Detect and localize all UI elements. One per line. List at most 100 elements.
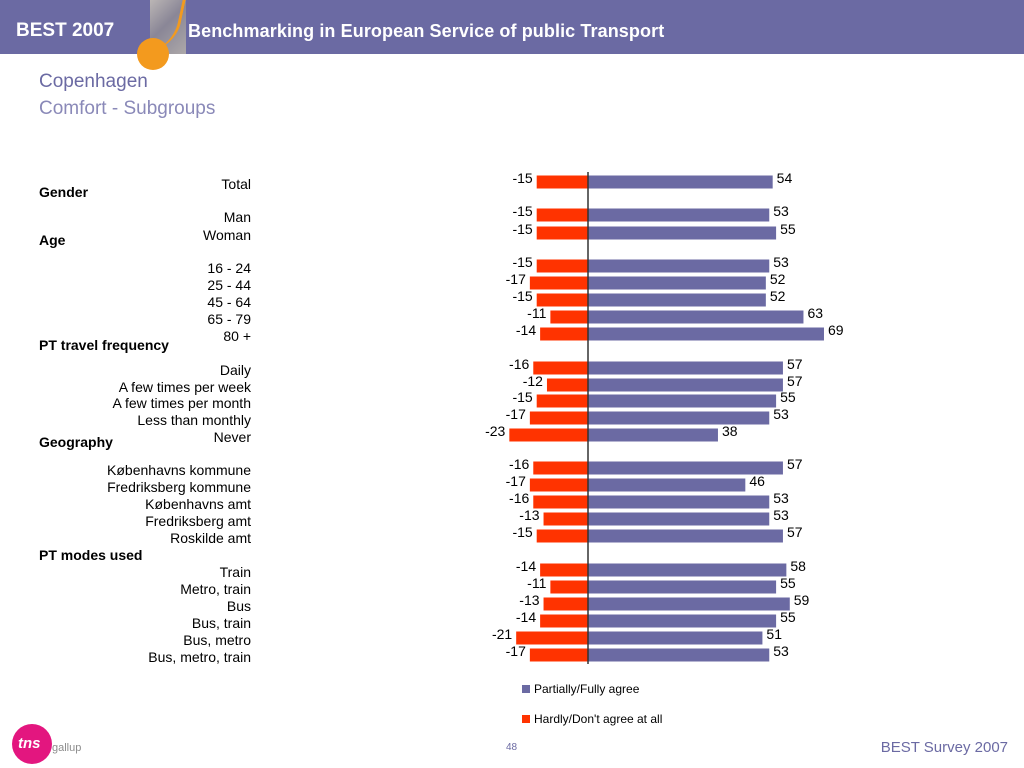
data-label-disagree: -15 <box>512 170 532 186</box>
bar-disagree <box>529 411 588 425</box>
data-label-agree: 53 <box>773 643 789 659</box>
bar-agree <box>588 175 773 189</box>
data-label-agree: 63 <box>807 305 823 321</box>
data-label-agree: 53 <box>773 507 789 523</box>
legend-label-agree: Partially/Fully agree <box>534 682 640 696</box>
category-label: 45 - 64 <box>207 294 251 310</box>
bar-disagree <box>533 461 588 475</box>
bar-agree <box>588 631 763 645</box>
data-label-agree: 59 <box>794 592 810 608</box>
data-label-disagree: -16 <box>509 456 529 472</box>
data-label-disagree: -13 <box>519 507 539 523</box>
data-label-disagree: -23 <box>485 423 505 439</box>
bar-agree <box>588 614 777 628</box>
category-label: Metro, train <box>180 581 251 597</box>
bar-agree <box>588 495 770 509</box>
data-label-disagree: -15 <box>512 203 532 219</box>
bar-disagree <box>540 327 588 341</box>
data-label-agree: 52 <box>770 288 786 304</box>
data-label-disagree: -12 <box>523 373 543 389</box>
data-label-agree: 53 <box>773 490 789 506</box>
page-number: 48 <box>506 742 518 753</box>
bar-agree <box>588 208 770 222</box>
footer-text: BEST Survey 2007 <box>880 739 1008 756</box>
bar-disagree <box>536 226 588 240</box>
legend-label-disagree: Hardly/Don't agree at all <box>534 712 662 726</box>
orange-dot-icon <box>137 38 169 70</box>
bar-disagree <box>546 378 588 392</box>
category-label: Woman <box>203 227 251 243</box>
bar-agree <box>588 310 804 324</box>
category-label: Roskilde amt <box>170 530 251 546</box>
data-label-disagree: -14 <box>516 609 536 625</box>
data-label-agree: 52 <box>770 271 786 287</box>
bar-disagree <box>536 394 588 408</box>
data-label-agree: 57 <box>787 373 803 389</box>
bar-agree <box>588 259 770 273</box>
data-label-agree: 53 <box>773 203 789 219</box>
data-label-agree: 55 <box>780 575 796 591</box>
data-label-disagree: -17 <box>506 406 526 422</box>
category-label: Københavns amt <box>145 496 251 512</box>
category-label: Københavns kommune <box>107 462 251 478</box>
bar-agree <box>588 597 790 611</box>
bar-agree <box>588 361 783 375</box>
bar-disagree <box>543 597 588 611</box>
bar-disagree <box>536 529 588 543</box>
data-label-disagree: -16 <box>509 356 529 372</box>
bar-disagree <box>536 175 588 189</box>
data-label-agree: 51 <box>766 626 782 642</box>
category-label: Man <box>224 209 251 225</box>
data-label-disagree: -13 <box>519 592 539 608</box>
bar-agree <box>588 512 770 526</box>
data-label-disagree: -15 <box>512 389 532 405</box>
data-label-agree: 55 <box>780 221 796 237</box>
data-label-disagree: -15 <box>512 288 532 304</box>
bar-agree <box>588 478 746 492</box>
data-label-agree: 57 <box>787 524 803 540</box>
legend-swatch-disagree <box>522 715 530 723</box>
category-label: Less than monthly <box>137 412 251 428</box>
data-label-agree: 57 <box>787 456 803 472</box>
data-label-agree: 46 <box>749 473 765 489</box>
data-label-disagree: -15 <box>512 254 532 270</box>
bar-disagree <box>550 580 588 594</box>
bar-disagree <box>529 478 588 492</box>
bar-agree <box>588 411 770 425</box>
category-label: 25 - 44 <box>207 277 251 293</box>
bar-disagree <box>529 276 588 290</box>
bar-agree <box>588 378 783 392</box>
banner-title: Benchmarking in European Service of publ… <box>188 21 665 41</box>
bar-disagree <box>550 310 588 324</box>
bar-agree <box>588 293 766 307</box>
logo-mark: tns <box>18 735 41 752</box>
tns-logo-icon <box>12 724 52 764</box>
bar-agree <box>588 529 783 543</box>
page-subtitle: Comfort - Subgroups <box>39 98 216 119</box>
data-label-agree: 69 <box>828 322 844 338</box>
data-label-agree: 55 <box>780 609 796 625</box>
legend-swatch-agree <box>522 685 530 693</box>
data-label-agree: 53 <box>773 254 789 270</box>
category-label: Bus, metro <box>183 632 251 648</box>
group-heading: Gender <box>39 184 89 200</box>
bar-disagree <box>536 208 588 222</box>
bar-agree <box>588 648 770 662</box>
category-label: A few times per week <box>119 379 252 395</box>
bar-agree <box>588 327 824 341</box>
data-label-agree: 54 <box>777 170 793 186</box>
category-label: Total <box>221 176 251 192</box>
group-heading: PT modes used <box>39 547 142 563</box>
data-label-disagree: -14 <box>516 558 536 574</box>
category-label: 80 + <box>223 328 251 344</box>
category-label: Train <box>220 564 251 580</box>
bar-agree <box>588 226 777 240</box>
group-heading: Geography <box>39 434 113 450</box>
bar-agree <box>588 580 777 594</box>
data-label-disagree: -17 <box>506 643 526 659</box>
category-label: Bus <box>227 598 251 614</box>
bar-disagree <box>516 631 588 645</box>
logo-subtext: gallup <box>52 742 82 754</box>
brand-title: BEST 2007 <box>16 20 115 41</box>
bar-disagree <box>533 495 588 509</box>
